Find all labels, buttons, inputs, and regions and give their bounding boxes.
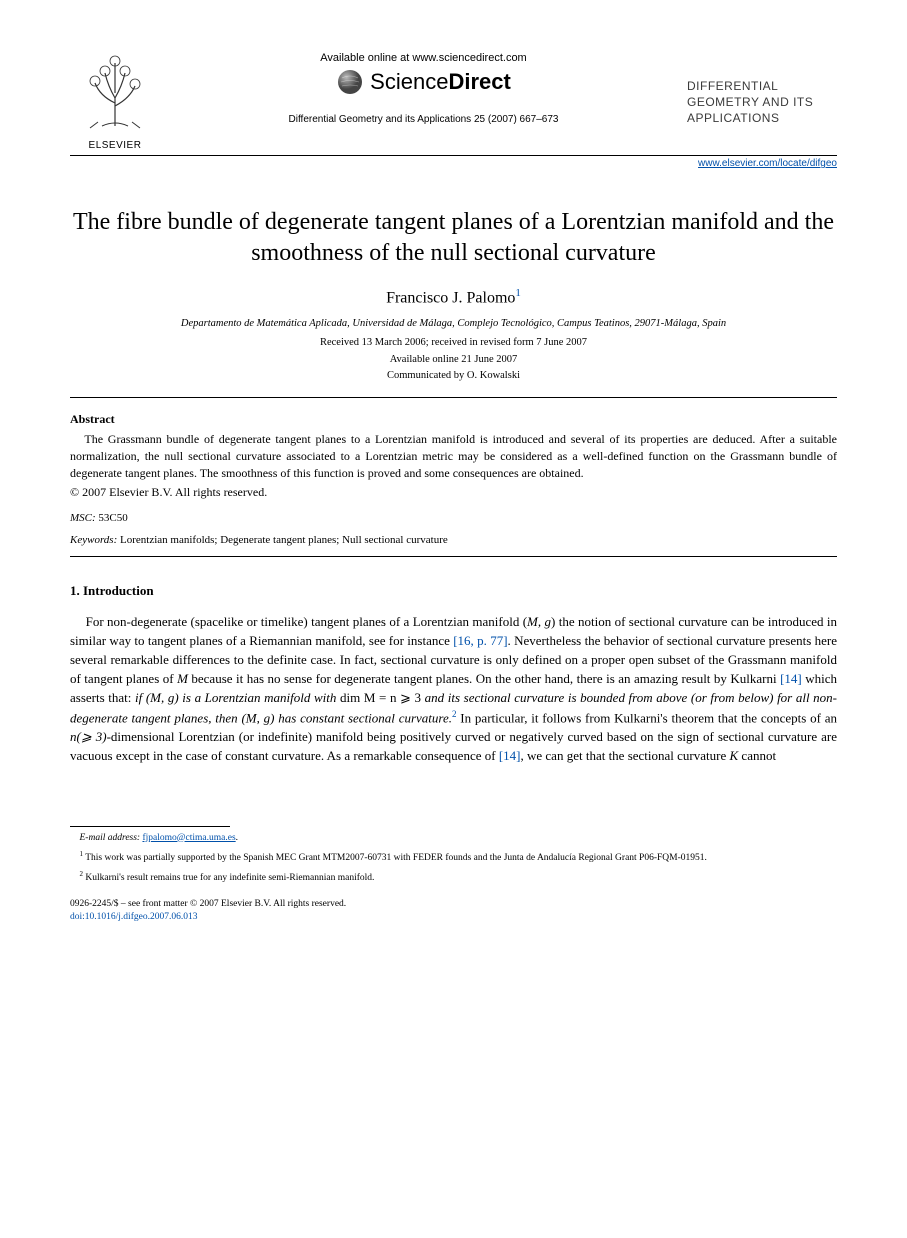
p1f: In particular, it follows from Kulkarni'…	[457, 710, 837, 725]
fn1-text: This work was partially supported by the…	[85, 853, 707, 863]
article-title: The fibre bundle of degenerate tangent p…	[70, 207, 837, 269]
fn1-marker: 1	[80, 850, 84, 858]
math-K: K	[730, 748, 739, 763]
math-Mg: M, g	[527, 614, 551, 629]
intro-paragraph: For non-degenerate (spacelike or timelik…	[70, 613, 837, 765]
sciencedirect-text: ScienceDirect	[370, 69, 511, 95]
brand-bold: Direct	[448, 69, 510, 94]
journal-title-l2: GEOMETRY AND ITS	[687, 94, 837, 110]
journal-title-l1: DIFFERENTIAL	[687, 78, 837, 94]
sciencedirect-icon	[336, 68, 364, 96]
publisher-block: ELSEVIER	[70, 48, 160, 151]
abstract-body: The Grassmann bundle of degenerate tange…	[70, 431, 837, 481]
footnote-2: 2 Kulkarni's result remains true for any…	[70, 870, 837, 885]
abstract-top-rule	[70, 397, 837, 398]
available-online-text: Available online at www.sciencedirect.co…	[160, 52, 687, 64]
abstract-copyright: © 2007 Elsevier B.V. All rights reserved…	[70, 485, 837, 500]
date-online: Available online 21 June 2007	[70, 352, 837, 369]
journal-link-row: www.elsevier.com/locate/difgeo	[70, 158, 837, 169]
fn2-text: Kulkarni's result remains true for any i…	[85, 873, 374, 883]
author-footnote-link[interactable]: 1	[515, 287, 521, 299]
date-communicated: Communicated by O. Kowalski	[70, 368, 837, 385]
ital-1: if (M, g) is a Lorentzian manifold with	[135, 690, 340, 705]
math-M: M	[177, 671, 188, 686]
p1h: , we can get that the sectional curvatur…	[521, 748, 730, 763]
elsevier-tree-icon	[80, 48, 150, 133]
msc-value: 53C50	[98, 512, 127, 524]
publisher-label: ELSEVIER	[70, 140, 160, 151]
brand-light: Science	[370, 69, 448, 94]
cite-14b[interactable]: [14]	[499, 748, 521, 763]
p1i: cannot	[738, 748, 776, 763]
footer-doi-line: doi:10.1016/j.difgeo.2007.06.013	[70, 911, 837, 924]
journal-reference: Differential Geometry and its Applicatio…	[160, 114, 687, 125]
header-row: ELSEVIER Available online at www.science…	[70, 48, 837, 151]
header-rule	[70, 155, 837, 156]
sciencedirect-brand: ScienceDirect	[336, 68, 511, 96]
abstract-heading: Abstract	[70, 412, 837, 427]
doi-link[interactable]: 10.1016/j.difgeo.2007.06.013	[85, 912, 198, 922]
msc-line: MSC: 53C50	[70, 512, 837, 524]
keywords-line: Keywords: Lorentzian manifolds; Degenera…	[70, 534, 837, 546]
page-footer: 0926-2245/$ – see front matter © 2007 El…	[70, 898, 837, 925]
journal-link[interactable]: www.elsevier.com/locate/difgeo	[698, 158, 837, 169]
affiliation: Departamento de Matemática Aplicada, Uni…	[70, 318, 837, 329]
doi-label[interactable]: doi:	[70, 912, 85, 922]
footnote-rule	[70, 826, 230, 827]
email-link[interactable]: fjpalomo@ctima.uma.es	[142, 833, 235, 843]
article-dates: Received 13 March 2006; received in revi…	[70, 335, 837, 385]
center-header: Available online at www.sciencedirect.co…	[160, 48, 687, 125]
footer-copyright: 0926-2245/$ – see front matter © 2007 El…	[70, 898, 837, 911]
math-n3: n(⩾ 3)	[70, 729, 107, 744]
msc-label: MSC:	[70, 512, 96, 524]
math-dim: dim M = n ⩾ 3	[340, 690, 421, 705]
keywords-label: Keywords:	[70, 534, 117, 546]
footnote-email: E-mail address: fjpalomo@ctima.uma.es.	[70, 832, 837, 845]
fn2-marker: 2	[80, 870, 84, 878]
author-line: Francisco J. Palomo1	[70, 287, 837, 307]
email-label: E-mail address:	[80, 833, 141, 843]
p1d: because it has no sense for degenerate t…	[188, 671, 780, 686]
date-received: Received 13 March 2006; received in revi…	[70, 335, 837, 352]
footnote-1: 1 This work was partially supported by t…	[70, 850, 837, 865]
abstract-bottom-rule	[70, 556, 837, 557]
section-1-heading: 1. Introduction	[70, 583, 837, 599]
p1a: For non-degenerate (spacelike or timelik…	[86, 614, 527, 629]
cite-16[interactable]: [16, p. 77]	[453, 633, 507, 648]
keywords-value: Lorentzian manifolds; Degenerate tangent…	[120, 534, 448, 546]
journal-title-block: DIFFERENTIAL GEOMETRY AND ITS APPLICATIO…	[687, 48, 837, 127]
author-name: Francisco J. Palomo	[386, 290, 515, 307]
journal-title-l3: APPLICATIONS	[687, 110, 837, 126]
cite-14a[interactable]: [14]	[780, 671, 802, 686]
